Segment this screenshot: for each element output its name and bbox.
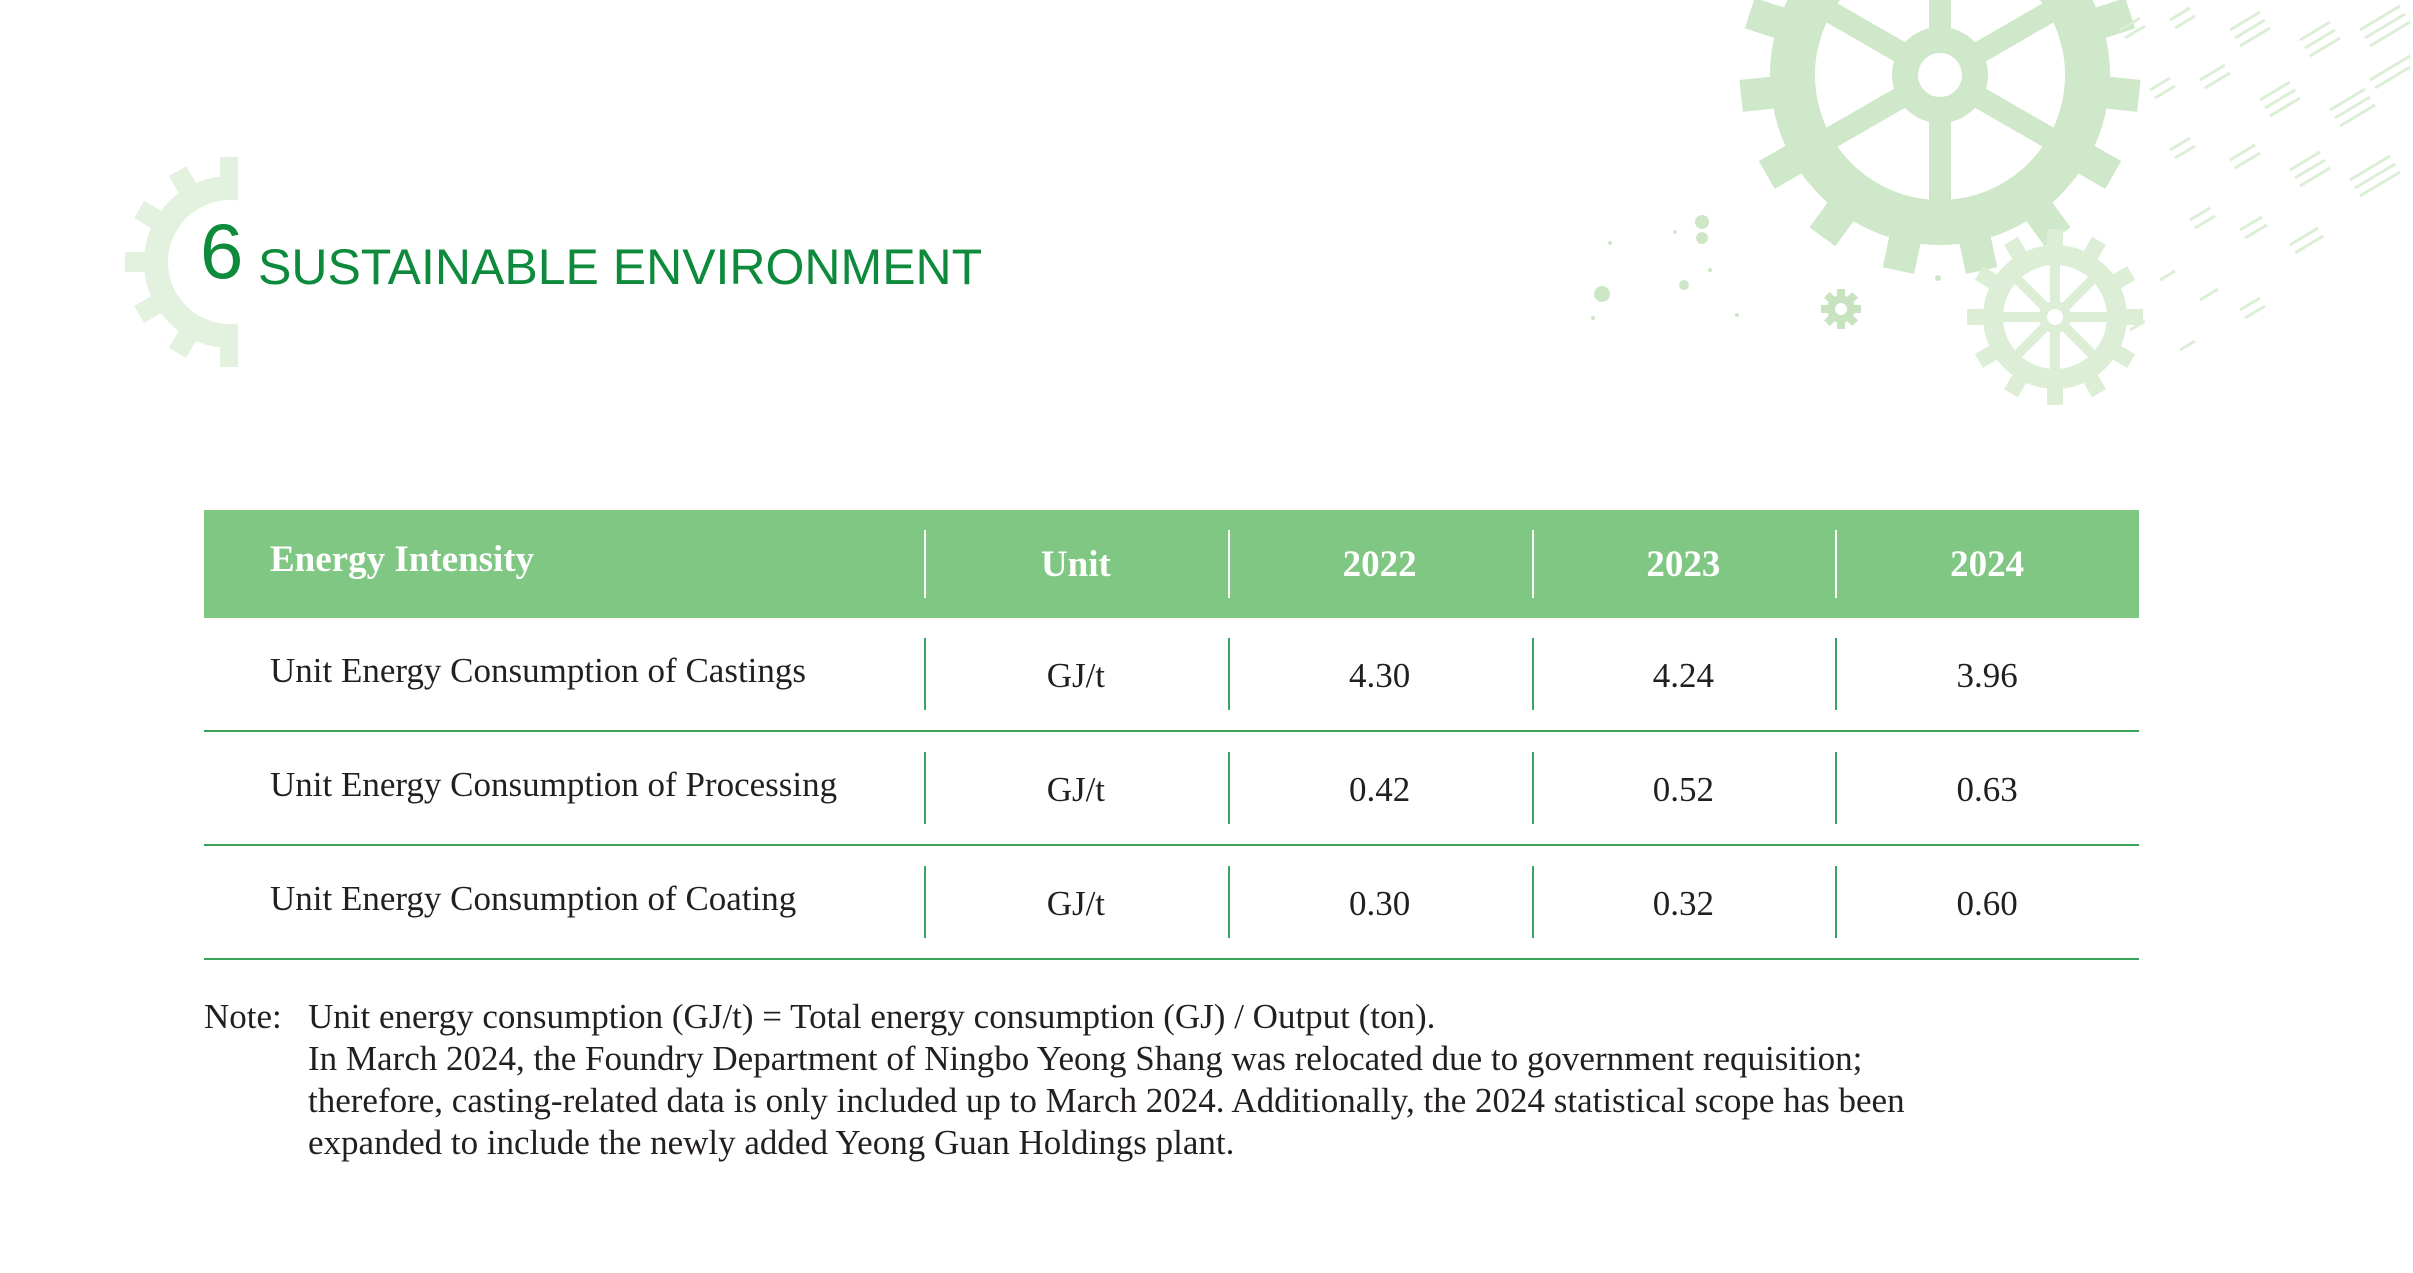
row-label: Unit Energy Consumption of Castings (270, 651, 807, 690)
column-header-energy-intensity: Energy Intensity (270, 538, 535, 580)
gear-icon (1739, 0, 2141, 274)
column-header-2023: 2023 (1531, 510, 1836, 618)
value-2022-cell: 0.42 (1227, 732, 1532, 844)
value-2023-cell: 0.32 (1531, 846, 1836, 958)
row-label: Unit Energy Consumption of Processing (270, 765, 838, 804)
section-number: 6 (200, 207, 243, 295)
note-label: Note: (204, 997, 282, 1036)
table-row: Unit Energy Consumption of Castings GJ/t… (204, 618, 2139, 732)
note-line: expanded to include the newly added Yeon… (308, 1123, 1235, 1162)
note-text: Unit energy consumption (GJ/t) = Total e… (308, 996, 2108, 1164)
row-label: Unit Energy Consumption of Coating (270, 879, 797, 918)
column-header-2024: 2024 (1835, 510, 2139, 618)
value-2023-cell: 4.24 (1531, 618, 1836, 730)
decorative-stripes (2119, 4, 2411, 352)
energy-intensity-table: Energy Intensity Unit 2022 2023 2024 Uni… (204, 510, 2139, 960)
column-header-unit: Unit (924, 510, 1228, 618)
table-row: Unit Energy Consumption of Processing GJ… (204, 732, 2139, 846)
value-2024-cell: 3.96 (1835, 618, 2139, 730)
value-2022-cell: 0.30 (1227, 846, 1532, 958)
note-line: In March 2024, the Foundry Department of… (308, 1039, 1863, 1078)
gear-icon (1821, 289, 1861, 329)
value-2024-cell: 0.60 (1835, 846, 2139, 958)
unit-cell: GJ/t (924, 618, 1228, 730)
section-title: SUSTAINABLE ENVIRONMENT (258, 239, 983, 295)
value-2023-cell: 0.52 (1531, 732, 1836, 844)
note-line: therefore, casting-related data is only … (308, 1081, 1905, 1120)
gear-icon (1967, 229, 2143, 405)
unit-cell: GJ/t (924, 732, 1228, 844)
table-header-row: Energy Intensity Unit 2022 2023 2024 (204, 510, 2139, 618)
table-row: Unit Energy Consumption of Coating GJ/t … (204, 846, 2139, 960)
column-header-2022: 2022 (1227, 510, 1532, 618)
value-2022-cell: 4.30 (1227, 618, 1532, 730)
note-line: Unit energy consumption (GJ/t) = Total e… (308, 997, 1436, 1036)
decorative-dots (1591, 215, 1941, 320)
unit-cell: GJ/t (924, 846, 1228, 958)
value-2024-cell: 0.63 (1835, 732, 2139, 844)
